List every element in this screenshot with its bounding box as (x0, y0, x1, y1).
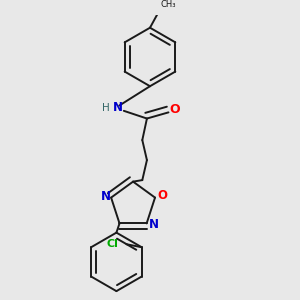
Text: N: N (100, 190, 111, 202)
Text: O: O (169, 103, 180, 116)
Text: O: O (158, 189, 168, 202)
Text: N: N (148, 218, 158, 231)
Text: CH₃: CH₃ (161, 0, 176, 9)
Text: N: N (113, 101, 123, 114)
Text: H: H (102, 103, 110, 113)
Text: Cl: Cl (107, 238, 119, 249)
